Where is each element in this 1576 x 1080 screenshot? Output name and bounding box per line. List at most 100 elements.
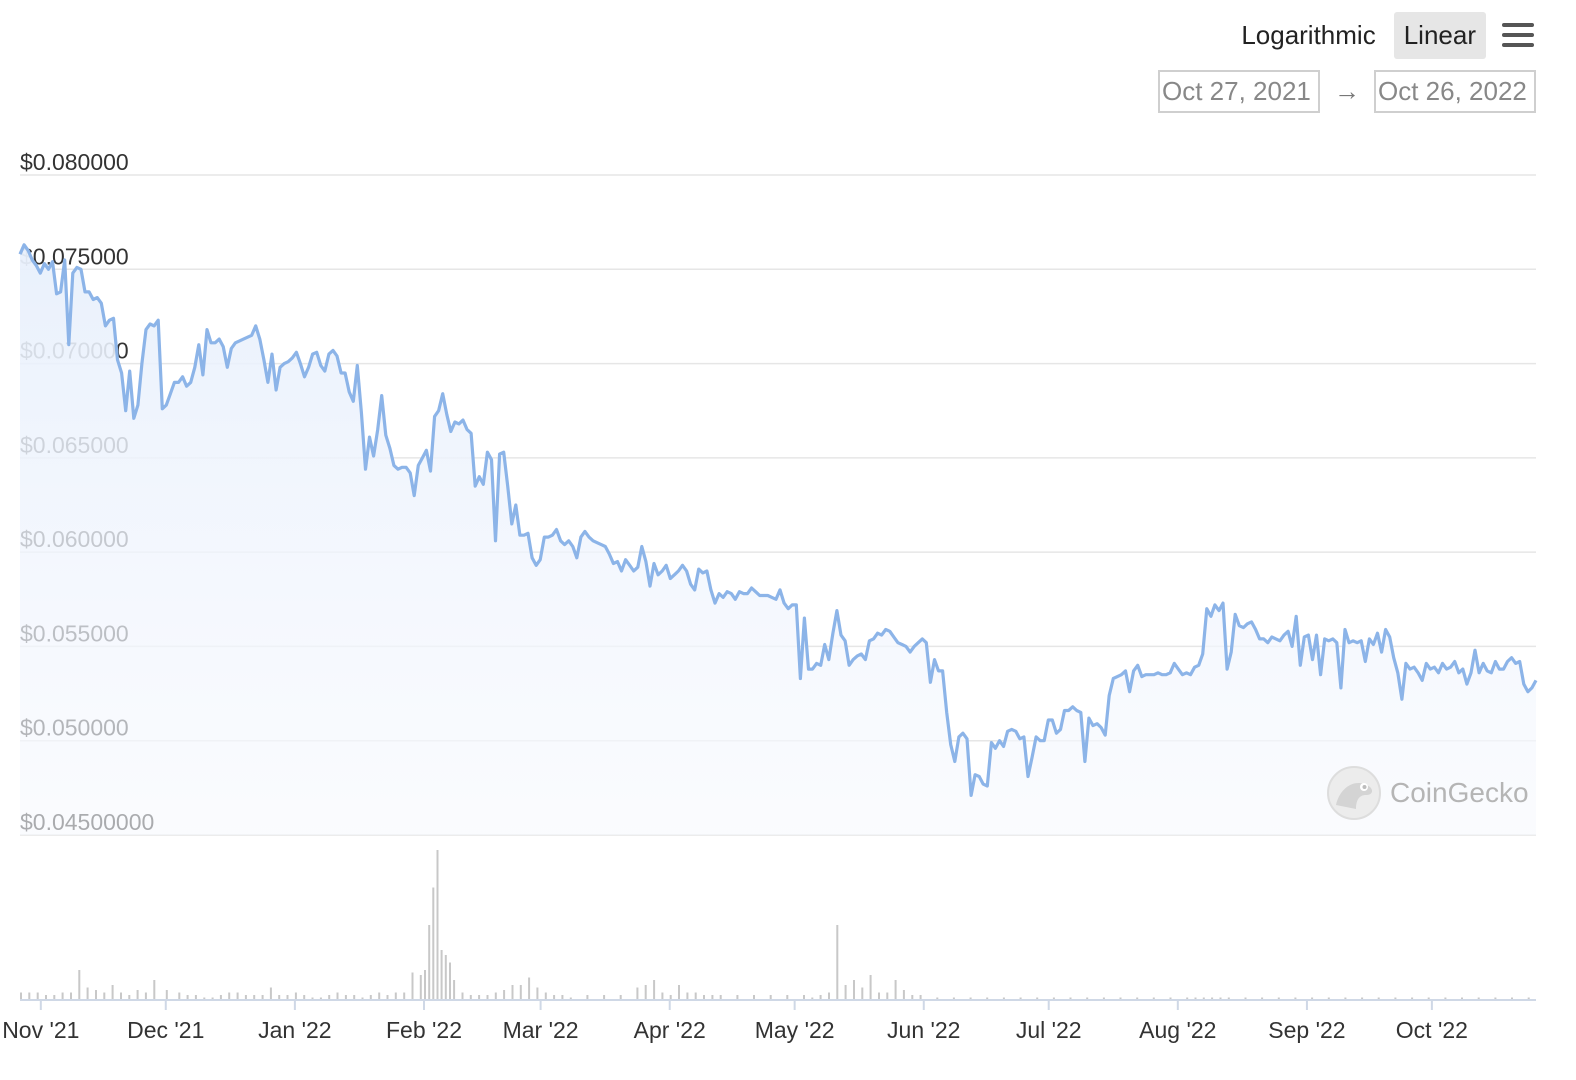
- volume-bar: [911, 995, 914, 1000]
- volume-bar: [1227, 997, 1230, 1000]
- volume-bar: [561, 995, 564, 1000]
- volume-bar: [70, 992, 72, 1000]
- volume-bar: [319, 997, 322, 1000]
- x-tick-label: Aug '22: [1139, 1017, 1216, 1043]
- volume-bar: [436, 850, 439, 1000]
- volume-bar: [853, 980, 855, 1000]
- volume-bar: [219, 995, 222, 1000]
- volume-bar: [869, 975, 872, 1000]
- x-tick-label: Jan '22: [258, 1017, 331, 1043]
- volume-bar: [678, 985, 680, 1000]
- volume-bar: [494, 992, 497, 1000]
- volume-bar: [1002, 997, 1005, 1000]
- volume-bar: [311, 997, 314, 1000]
- volume-bar: [1102, 997, 1105, 1000]
- range-end-input[interactable]: Oct 26, 2022: [1374, 70, 1536, 113]
- volume-bar: [1169, 997, 1172, 1000]
- volume-bar: [194, 995, 197, 1000]
- volume-bar: [886, 992, 889, 1000]
- volume-bar: [503, 990, 506, 1000]
- volume-bar: [294, 992, 297, 1000]
- volume-bar: [1311, 997, 1314, 1000]
- x-tick-label: Nov '21: [2, 1017, 79, 1043]
- volume-bar: [261, 995, 264, 1000]
- volume-bar: [1211, 997, 1214, 1000]
- volume-bar: [469, 995, 472, 1000]
- x-tick-label: Dec '21: [127, 1017, 204, 1043]
- volume-bar: [828, 992, 830, 1000]
- volume-bar: [53, 995, 56, 1000]
- volume-bar: [736, 995, 739, 1000]
- volume-bar: [1294, 997, 1297, 1000]
- x-tick-label: Jun '22: [887, 1017, 960, 1043]
- volume-bar: [1361, 997, 1364, 1000]
- volume-bar: [553, 995, 556, 1000]
- volume-bar: [1527, 997, 1530, 1000]
- logarithmic-button[interactable]: Logarithmic: [1241, 19, 1376, 50]
- volume-bar: [428, 925, 431, 1000]
- volume-bar: [1344, 997, 1347, 1000]
- volume-bar: [344, 995, 347, 1000]
- watermark-text: CoinGecko: [1390, 777, 1529, 808]
- volume-bar: [303, 995, 306, 1000]
- volume-bar: [919, 995, 922, 1000]
- volume-bar: [461, 992, 464, 1000]
- volume-bar: [103, 992, 106, 1000]
- volume-bar: [661, 992, 664, 1000]
- volume-bar: [236, 992, 239, 1000]
- volume-bar: [186, 995, 189, 1000]
- volume-bar: [1394, 997, 1397, 1000]
- volume-bar: [1377, 997, 1380, 1000]
- volume-bar: [328, 995, 331, 1000]
- x-tick-label: Sep '22: [1268, 1017, 1345, 1043]
- volume-bar: [519, 985, 522, 1000]
- volume-bar: [1136, 997, 1139, 1000]
- volume-bar: [1186, 997, 1189, 1000]
- volume-bar: [603, 995, 606, 1000]
- volume-bar: [353, 995, 356, 1000]
- volume-bar: [95, 990, 97, 1000]
- x-tick-label: Oct '22: [1396, 1017, 1468, 1043]
- volume-bar: [394, 992, 397, 1000]
- volume-bar: [936, 997, 939, 1000]
- range-start-input[interactable]: Oct 27, 2021: [1158, 70, 1320, 113]
- volume-bar: [619, 995, 622, 1000]
- volume-bar: [369, 995, 372, 1000]
- volume-bar: [1461, 997, 1463, 1000]
- x-tick-label: Jul '22: [1016, 1017, 1082, 1043]
- volume-bar: [803, 995, 805, 1000]
- volume-bar: [440, 950, 443, 1000]
- volume-bar: [769, 995, 772, 1000]
- volume-bar: [28, 992, 31, 1000]
- volume-bar: [1277, 997, 1280, 1000]
- volume-bar: [1086, 997, 1089, 1000]
- volume-bar: [536, 987, 539, 1000]
- date-range: Oct 27, 2021 → Oct 26, 2022: [1158, 70, 1536, 113]
- volume-bar: [753, 995, 755, 1000]
- x-tick-label: Feb '22: [386, 1017, 462, 1043]
- linear-button[interactable]: Linear: [1393, 11, 1486, 59]
- volume-bar: [1427, 997, 1430, 1000]
- price-line[interactable]: [18, 243, 1538, 797]
- volume-bar: [786, 995, 789, 1000]
- volume-bar: [811, 997, 814, 1000]
- volume-bar: [444, 955, 447, 1000]
- hamburger-menu-icon[interactable]: [1500, 20, 1536, 50]
- volume-bar: [178, 992, 181, 1000]
- volume-bar: [111, 985, 114, 1000]
- volume-bar: [45, 995, 47, 1000]
- volume-bar: [228, 992, 231, 1000]
- volume-bar: [1036, 997, 1039, 1000]
- volume-bar: [386, 995, 389, 1000]
- volume-bar: [861, 987, 864, 1000]
- volume-bar: [286, 995, 289, 1000]
- volume-bar: [403, 992, 406, 1000]
- volume-bar: [20, 992, 22, 1000]
- volume-bar: [378, 992, 381, 1000]
- volume-bar: [694, 992, 697, 1000]
- volume-bar: [211, 997, 214, 1000]
- volume-bar: [819, 995, 822, 1000]
- volume-bar: [411, 972, 414, 1000]
- volume-bar: [78, 970, 81, 1000]
